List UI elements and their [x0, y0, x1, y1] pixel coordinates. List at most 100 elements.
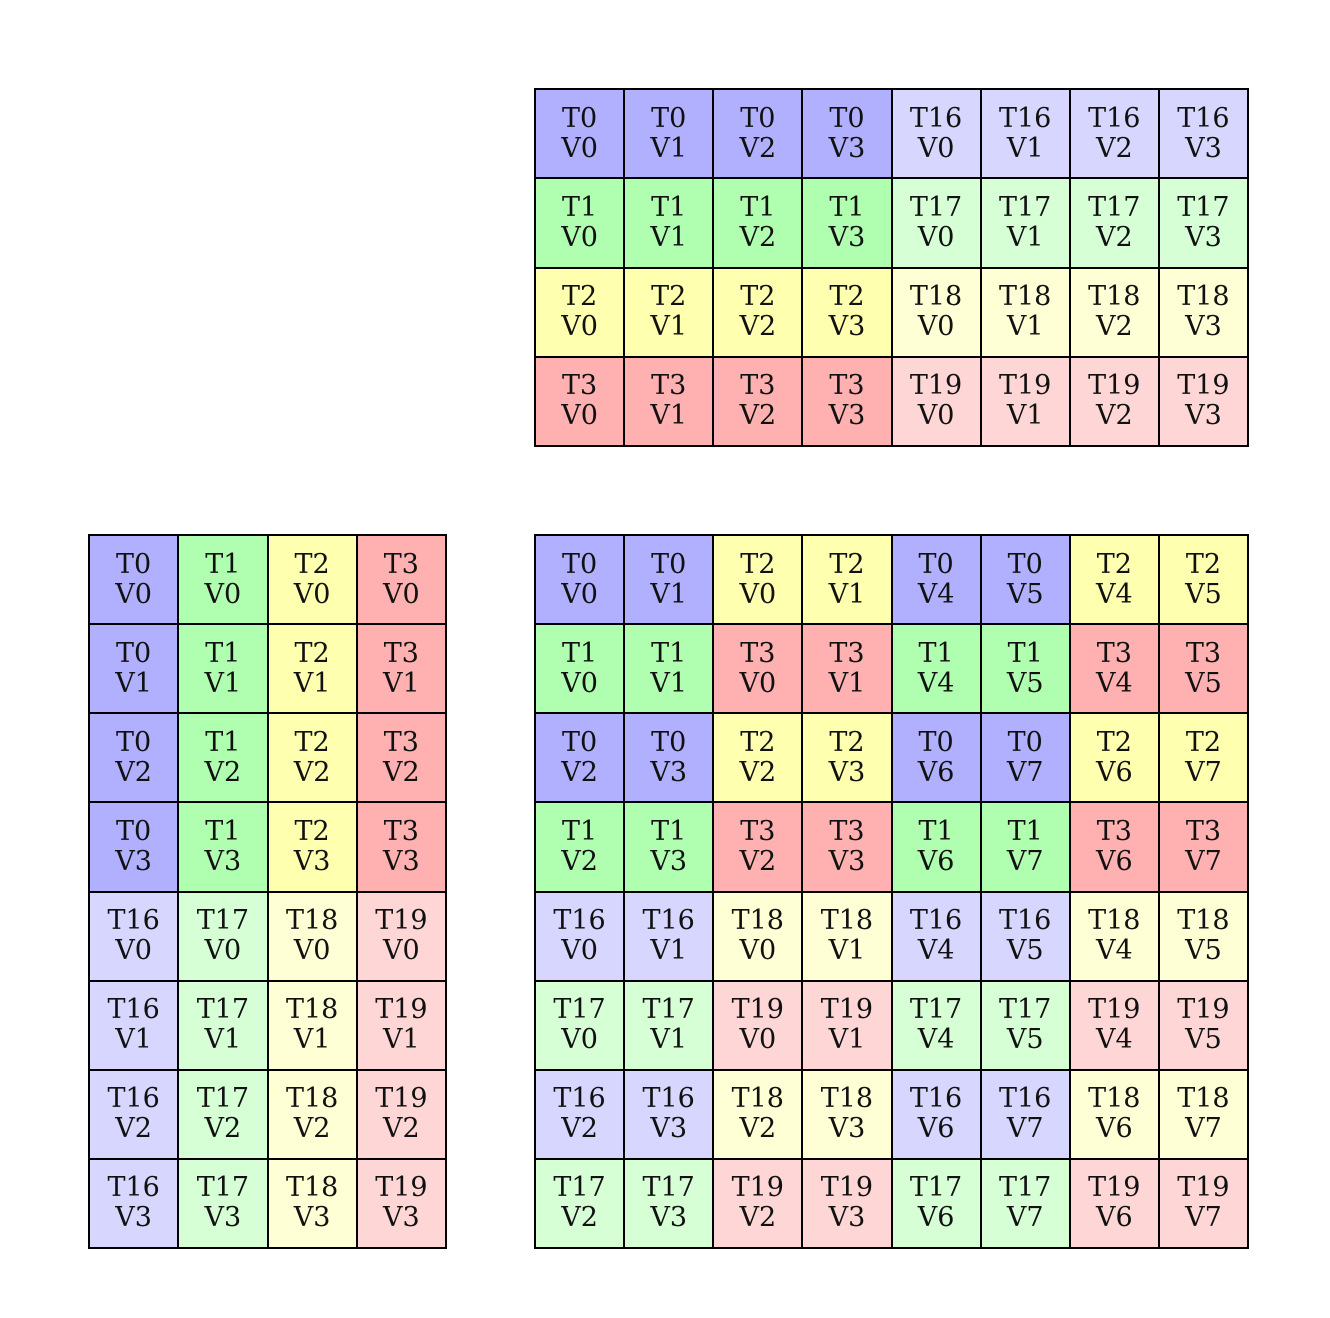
grid-cell: T18 V2	[1070, 268, 1158, 356]
value-label: V1	[115, 667, 152, 699]
value-label: V1	[1006, 311, 1044, 343]
value-label: V1	[383, 1024, 420, 1056]
grid-cell: T18 V1	[981, 268, 1069, 356]
grid-cell: T3 V2	[714, 803, 802, 891]
value-label: V3	[383, 1202, 420, 1234]
value-label: V3	[650, 1113, 688, 1145]
grid-cell: T2 V2	[714, 268, 802, 356]
value-label: V1	[650, 132, 688, 164]
grid-cell: T16 V0	[90, 892, 178, 980]
value-label: V2	[561, 845, 598, 877]
thread-label: T19	[375, 994, 428, 1026]
grid-cell: T0 V2	[536, 714, 624, 802]
value-label: V0	[293, 578, 331, 610]
thread-label: T17	[196, 1172, 250, 1204]
grid-cell: T2 V0	[536, 268, 624, 356]
thread-label: T3	[561, 370, 598, 402]
thread-label: T18	[731, 1083, 784, 1115]
grid-cell: T16 V6	[892, 1070, 980, 1158]
value-label: V2	[115, 756, 152, 788]
thread-label: T0	[651, 102, 687, 134]
value-label: V3	[1185, 400, 1222, 432]
thread-label: T19	[375, 905, 428, 937]
thread-label: T18	[999, 281, 1052, 313]
thread-label: T16	[1088, 102, 1141, 134]
value-label: V3	[828, 1113, 866, 1145]
value-label: V2	[561, 1202, 598, 1234]
thread-label: T18	[1177, 281, 1230, 313]
value-label: V2	[739, 1202, 777, 1234]
grid-cell: T18 V6	[1070, 1070, 1158, 1158]
thread-label: T2	[740, 548, 776, 580]
grid-cell: T3 V3	[803, 357, 891, 445]
value-label: V2	[561, 756, 598, 788]
thread-label: T18	[1088, 905, 1141, 937]
grid-cell: T2 V7	[1159, 714, 1247, 802]
value-label: V0	[739, 667, 777, 699]
grid-cell: T1 V6	[892, 803, 980, 891]
value-label: V3	[204, 845, 242, 877]
thread-label: T17	[999, 191, 1052, 223]
value-label: V7	[1006, 756, 1044, 788]
thread-label: T17	[196, 1083, 250, 1115]
grid-cell: T17 V2	[179, 1070, 267, 1158]
thread-label: T3	[1096, 637, 1132, 669]
thread-label: T0	[561, 102, 598, 134]
thread-label: T17	[999, 994, 1052, 1026]
value-label: V3	[383, 845, 420, 877]
grid-cell: T1 V0	[179, 536, 267, 624]
thread-label: T2	[1185, 726, 1222, 758]
value-label: V0	[561, 667, 598, 699]
value-label: V5	[1185, 1024, 1222, 1056]
value-label: V4	[1095, 935, 1133, 967]
value-label: V5	[1185, 578, 1222, 610]
value-label: V1	[650, 400, 688, 432]
top-layout-grid: T0 V0 T0 V1 T0 V2 T0 V3 T16 V0 T16 V1 T16 V2 T16 V3 T1 V0…	[534, 88, 1249, 447]
value-label: V2	[1095, 221, 1133, 253]
grid-cell: T3 V7	[1159, 803, 1247, 891]
thread-label: T18	[909, 281, 963, 313]
grid-cell: T16 V2	[90, 1070, 178, 1158]
grid-cell: T3 V2	[357, 714, 445, 802]
value-label: V2	[293, 1113, 331, 1145]
grid-cell: T0 V3	[625, 714, 713, 802]
value-label: V2	[115, 1113, 152, 1145]
grid-cell: T16 V0	[536, 892, 624, 980]
thread-label: T2	[829, 548, 865, 580]
thread-label: T0	[116, 815, 152, 847]
thread-label: T18	[820, 1083, 874, 1115]
grid-cell: T17 V0	[536, 981, 624, 1069]
thread-label: T18	[285, 1083, 339, 1115]
grid-cell: T18 V1	[803, 892, 891, 980]
grid-cell: T18 V0	[714, 892, 802, 980]
grid-cell: T2 V2	[714, 714, 802, 802]
grid-cell: T18 V7	[1159, 1070, 1247, 1158]
thread-label: T16	[1177, 102, 1230, 134]
thread-label: T0	[918, 548, 954, 580]
grid-cell: T19 V0	[714, 981, 802, 1069]
grid-cell: T2 V3	[803, 714, 891, 802]
thread-label: T1	[205, 548, 241, 580]
value-label: V7	[1185, 845, 1222, 877]
grid-cell: T17 V6	[892, 1159, 980, 1247]
thread-label: T3	[383, 637, 419, 669]
value-label: V3	[115, 1202, 152, 1234]
grid-cell: T16 V3	[625, 1070, 713, 1158]
thread-label: T17	[909, 191, 963, 223]
grid-cell: T2 V1	[268, 625, 356, 713]
value-label: V3	[115, 845, 152, 877]
value-label: V0	[561, 400, 598, 432]
value-label: V3	[1185, 132, 1222, 164]
thread-label: T1	[651, 815, 687, 847]
value-label: V2	[1095, 132, 1133, 164]
grid-cell: T19 V6	[1070, 1159, 1158, 1247]
value-label: V3	[1185, 221, 1222, 253]
value-label: V0	[917, 132, 955, 164]
thread-label: T2	[294, 815, 330, 847]
value-label: V7	[1185, 756, 1222, 788]
thread-label: T1	[205, 815, 241, 847]
grid-cell: T18 V0	[268, 892, 356, 980]
thread-label: T17	[909, 994, 963, 1026]
thread-label: T0	[116, 726, 152, 758]
value-label: V5	[1185, 667, 1222, 699]
